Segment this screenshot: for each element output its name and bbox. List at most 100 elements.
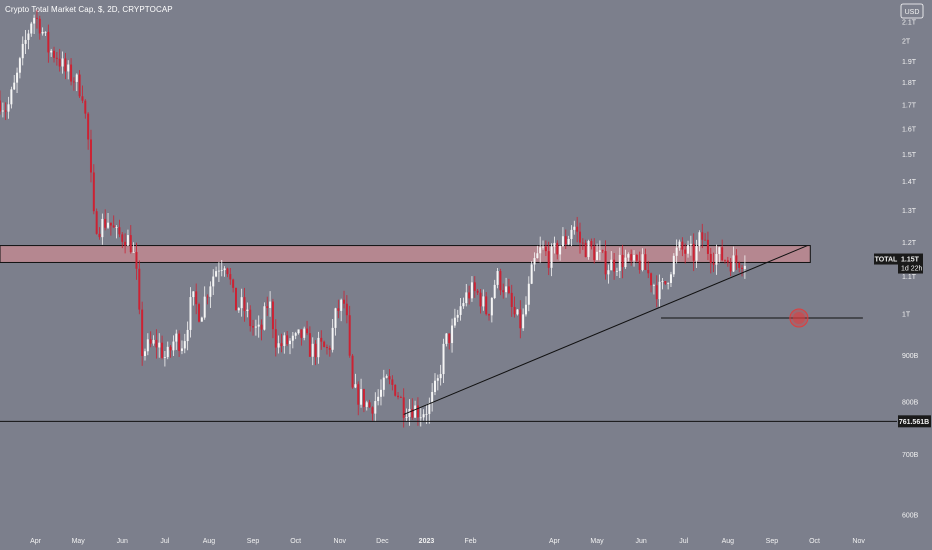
candle [490, 296, 493, 323]
candle [439, 364, 442, 386]
candle-body [269, 301, 272, 308]
candle [149, 331, 152, 348]
candle-body [743, 265, 746, 270]
y-tick-label: 1.6T [902, 126, 917, 133]
candle [195, 283, 198, 315]
candle-body [391, 379, 394, 385]
support-tag-label: 761.561B [899, 419, 929, 426]
candle-body [556, 242, 559, 255]
candle-body [536, 253, 539, 259]
candle [604, 240, 607, 280]
candle [465, 283, 468, 307]
candle [124, 233, 127, 254]
candle-body [530, 264, 533, 284]
candle [89, 129, 92, 183]
currency-button[interactable]: USD [900, 3, 924, 19]
candle-body [684, 249, 687, 254]
candle [44, 31, 47, 37]
candle-body [328, 348, 331, 350]
candle [433, 373, 436, 396]
candle-body [226, 268, 229, 275]
candle-body [234, 287, 237, 311]
candle-body [411, 409, 414, 418]
candle [229, 268, 232, 285]
candle-body [109, 222, 112, 226]
x-tick-label: Feb [465, 538, 477, 545]
candle [519, 300, 522, 339]
candle-body [7, 104, 10, 112]
x-tick-label: Dec [376, 538, 389, 545]
candle-body [382, 377, 385, 390]
resistance-zone-layer [0, 245, 811, 263]
candle-body [513, 306, 516, 315]
candle-body [701, 232, 704, 240]
candle [50, 48, 53, 57]
candle-body [576, 226, 579, 232]
candle-body [709, 253, 712, 264]
candle [530, 261, 533, 285]
candle-body [30, 23, 33, 34]
candle-body [357, 384, 360, 405]
candle [388, 369, 391, 385]
candle-body [618, 254, 621, 271]
candle-body [314, 343, 317, 358]
candle [16, 67, 19, 93]
candle-body [84, 100, 87, 114]
candle [576, 216, 579, 243]
candle-body [297, 329, 300, 334]
candle-body [280, 343, 283, 347]
candle [72, 77, 75, 91]
candle [470, 276, 473, 302]
candle-body [75, 74, 78, 82]
candle-body [596, 251, 599, 261]
candle-body [286, 335, 289, 345]
candle-body [161, 342, 164, 358]
candle [712, 252, 715, 273]
candle [209, 281, 212, 308]
candle-body [169, 346, 172, 351]
candle-body [593, 246, 596, 261]
candle [58, 48, 61, 72]
candle-body [277, 343, 280, 348]
candle [391, 375, 394, 391]
candle [624, 249, 627, 269]
candle [64, 52, 67, 80]
candle [698, 230, 701, 252]
x-tick-label: Sep [247, 538, 260, 545]
candle-body [72, 81, 75, 83]
candle [516, 309, 519, 316]
candle-body [379, 389, 382, 397]
candle [70, 58, 73, 86]
candle [379, 379, 382, 406]
candle-body [67, 64, 70, 72]
candle-body [542, 246, 545, 248]
y-tick-label: 600B [902, 513, 919, 520]
candle-body [158, 342, 161, 348]
x-tick-label: Jul [679, 538, 688, 545]
candle [726, 256, 729, 267]
candle [280, 333, 283, 353]
candle [633, 250, 636, 267]
y-tick-label: 1.8T [902, 80, 917, 87]
candle-body [101, 218, 104, 238]
candle [397, 391, 400, 400]
candle-body [451, 325, 454, 344]
axis-layer: 2.1T 2T 1.9T 1.8T 1.7T 1.6T 1.5T 1.4T 1.3T 1.2T 1.… [30, 19, 919, 545]
candle [283, 332, 286, 354]
candle-body [345, 303, 348, 316]
candle [112, 215, 115, 228]
candle-body [689, 243, 692, 246]
candle [453, 308, 456, 328]
candle [109, 222, 112, 236]
candle [323, 340, 326, 348]
candle [371, 406, 374, 421]
candle [462, 297, 465, 309]
candle [456, 309, 459, 322]
candle [232, 278, 235, 293]
candle [658, 274, 661, 307]
candle-body [741, 267, 744, 270]
candle-body [613, 259, 616, 272]
candle [428, 397, 431, 424]
candle [223, 266, 226, 277]
